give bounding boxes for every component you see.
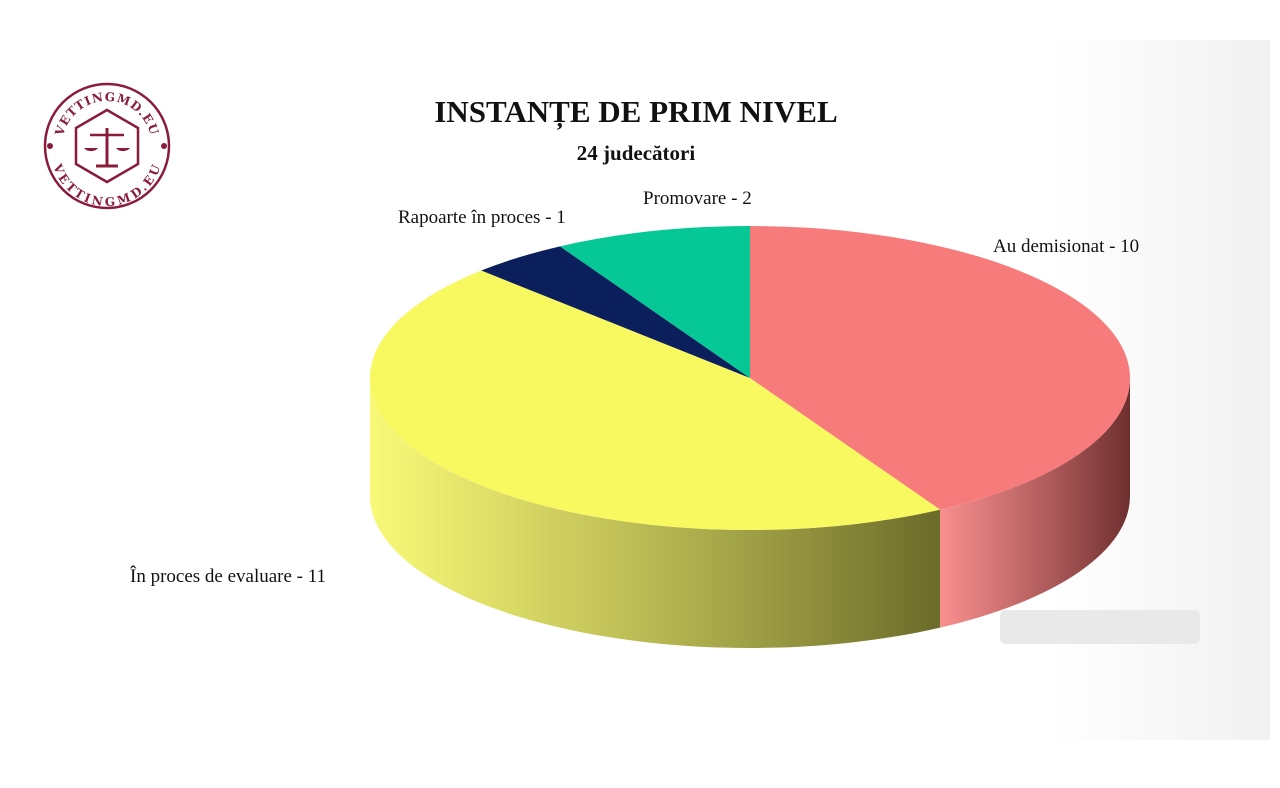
pie-side--n-proces-de-evaluare: [370, 378, 940, 648]
chart-subtitle: 24 judecători: [576, 141, 696, 165]
data-label-rapoarte-in-proces: Rapoarte în proces - 1: [398, 207, 566, 228]
pie-slice--n-proces-de-evaluare: [369, 270, 941, 530]
watermark-bar: [1000, 610, 1200, 644]
data-label-promovare: Promovare - 2: [643, 188, 752, 209]
pie-slice-au-demisionat: [750, 226, 1130, 510]
data-label-in-proces-de-evaluare: În proces de evaluare - 11: [130, 566, 327, 587]
vettingmd-logo: VETTINGMD.EU VETTINGMD.EU: [43, 82, 171, 210]
pie-side-au-demisionat: [940, 378, 1130, 628]
chart-title: INSTANȚE DE PRIM NIVEL: [434, 94, 838, 129]
pie-slice-rapoarte-n-proces: [481, 246, 750, 378]
data-label-au-demisionat: Au demisionat - 10: [993, 236, 1140, 257]
pie-slice-promovare: [560, 226, 750, 378]
